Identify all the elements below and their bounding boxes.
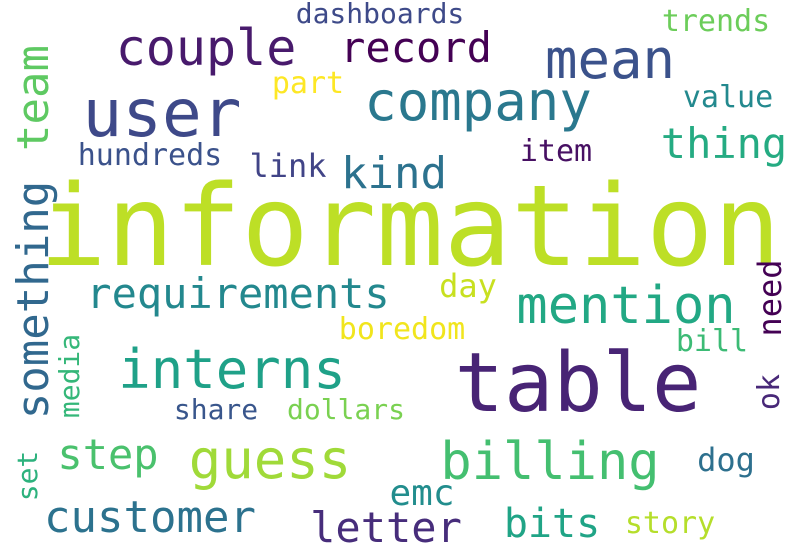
word-step: step bbox=[57, 430, 159, 479]
word-dashboards: dashboards bbox=[295, 0, 465, 30]
word-day: day bbox=[439, 267, 497, 305]
word-mean: mean bbox=[544, 28, 676, 91]
word-dog: dog bbox=[697, 441, 755, 479]
word-item: item bbox=[519, 134, 593, 169]
word-share: share bbox=[173, 393, 259, 426]
word-value: value bbox=[682, 80, 774, 115]
word-kind: kind bbox=[341, 148, 447, 199]
word-boredom: boredom bbox=[338, 312, 466, 347]
word-dollars: dollars bbox=[286, 393, 406, 426]
word-company: company bbox=[364, 70, 592, 133]
word-billing: billing bbox=[440, 432, 660, 492]
word-letter: letter bbox=[310, 503, 462, 552]
word-mention: mention bbox=[516, 276, 736, 336]
word-table: table bbox=[454, 336, 702, 431]
word-couple: couple bbox=[115, 19, 297, 77]
word-media: media bbox=[53, 333, 86, 419]
word-guess: guess bbox=[188, 428, 352, 491]
word-requirements: requirements bbox=[86, 269, 390, 318]
word-customer: customer bbox=[44, 492, 256, 543]
word-story: story bbox=[624, 506, 716, 541]
word-ok: ok bbox=[752, 373, 787, 411]
word-emc: emc bbox=[389, 473, 455, 514]
word-interns: interns bbox=[118, 338, 346, 401]
word-something: something bbox=[8, 180, 59, 420]
word-part: part bbox=[271, 66, 345, 101]
word-need: need bbox=[751, 259, 789, 337]
word-information: information bbox=[39, 162, 781, 292]
word-thing: thing bbox=[660, 119, 788, 168]
word-user: user bbox=[82, 75, 242, 152]
word-hundreds: hundreds bbox=[77, 138, 223, 173]
word-bill: bill bbox=[675, 324, 749, 359]
word-set: set bbox=[11, 450, 44, 502]
word-link: link bbox=[249, 147, 327, 185]
word-team: team bbox=[8, 45, 59, 151]
word-record: record bbox=[340, 23, 492, 72]
word-trends: trends bbox=[661, 4, 771, 39]
word-bits: bits bbox=[503, 501, 601, 547]
